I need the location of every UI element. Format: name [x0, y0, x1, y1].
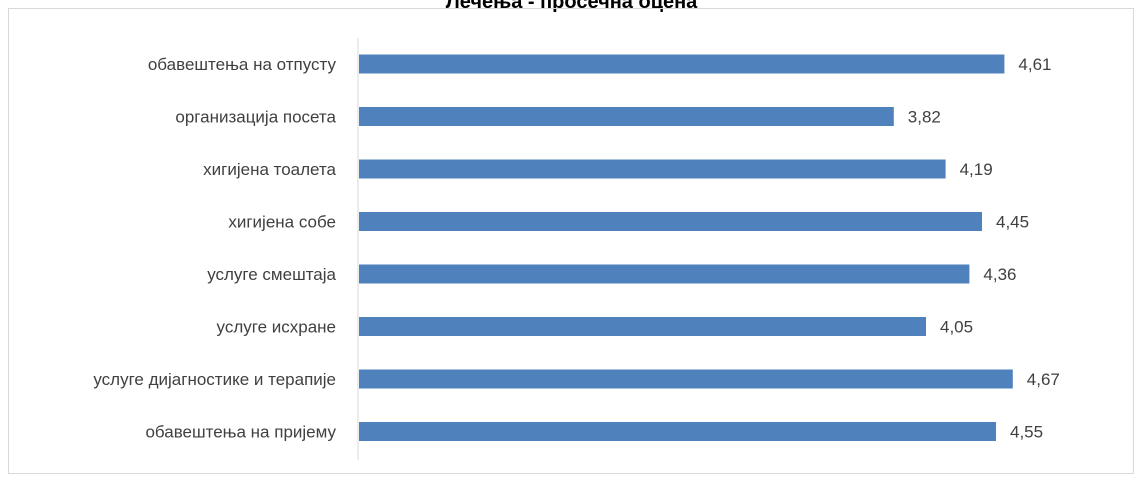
data-label: 4,67 — [1027, 370, 1060, 389]
bar — [359, 159, 946, 179]
data-label: 4,05 — [940, 318, 973, 337]
category-label: услуге смештаја — [207, 265, 336, 284]
category-label: хигијена тоалета — [203, 160, 336, 179]
category-label: организација посета — [175, 108, 336, 127]
data-label: 4,36 — [983, 265, 1016, 284]
data-label: 4,55 — [1010, 423, 1043, 442]
bar — [359, 422, 996, 441]
bar — [359, 54, 1005, 74]
chart-frame — [8, 8, 1134, 474]
bar — [359, 369, 1013, 389]
bar — [359, 264, 970, 284]
bar — [359, 317, 926, 336]
category-label: обавештења на пријему — [145, 423, 336, 442]
category-label: хигијена собе — [228, 213, 336, 232]
category-label: услуге дијагностике и терапије — [93, 370, 336, 389]
bar — [359, 212, 982, 231]
data-label: 4,19 — [960, 160, 993, 179]
data-label: 4,61 — [1018, 55, 1051, 74]
chart-title: Лечења - просечна оцена — [445, 0, 698, 13]
category-label: услуге исхране — [217, 318, 336, 337]
category-label: обавештења на отпусту — [148, 55, 337, 74]
data-label: 4,45 — [996, 213, 1029, 232]
data-label: 3,82 — [908, 108, 941, 127]
bar — [359, 107, 894, 126]
